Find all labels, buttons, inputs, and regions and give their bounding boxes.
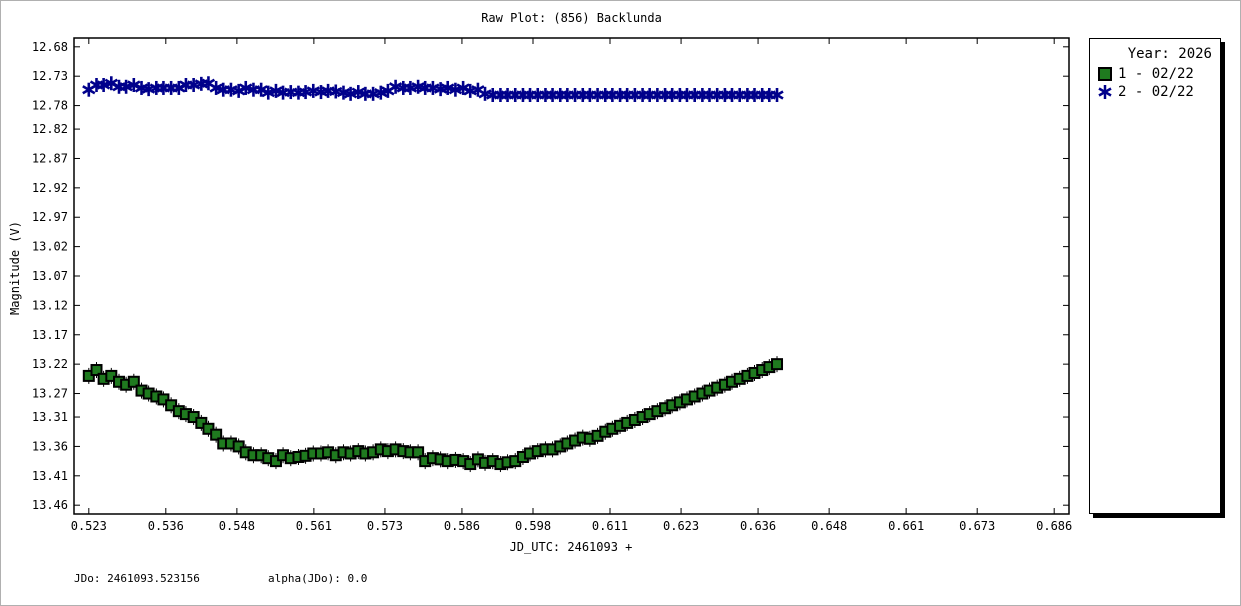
data-point-series-2: [448, 82, 463, 97]
y-tick-label: 13.31: [32, 410, 68, 424]
y-tick-label: 12.82: [32, 122, 68, 136]
x-axis-label: JD_UTC: 2461093 +: [510, 540, 633, 554]
x-tick-label: 0.673: [959, 519, 995, 533]
data-point-series-2: [770, 88, 784, 103]
x-tick-label: 0.661: [888, 519, 924, 533]
y-tick-label: 13.27: [32, 387, 68, 401]
y-tick-label: 12.73: [32, 69, 68, 83]
legend-entry-2-label: 2 - 02/22: [1118, 84, 1194, 100]
x-tick-label: 0.573: [367, 519, 403, 533]
y-tick-label: 13.36: [32, 439, 68, 453]
series-layer: [82, 76, 784, 473]
y-tick-label: 12.68: [32, 40, 68, 54]
data-point-series-2: [119, 79, 133, 94]
y-tick-label: 13.17: [32, 328, 68, 342]
jdo-readout: JDo: 2461093.523156: [74, 572, 200, 585]
y-axis: 12.68 12.73 12.78 12.82 12.87 12.92 12.97 13.02…: [32, 40, 1069, 512]
data-point-series-2: [239, 80, 253, 95]
alpha-readout: alpha(JDo): 0.0: [268, 572, 368, 585]
x-tick-label: 0.686: [1036, 519, 1072, 533]
x-tick-label: 0.561: [296, 519, 332, 533]
data-point-series-1: [127, 375, 140, 388]
square-marker-icon: [1098, 67, 1112, 81]
data-point-series-2: [343, 86, 358, 101]
legend: Year: 2026 1 - 02/22 2 - 02/22: [1089, 38, 1221, 514]
legend-entry-2: 2 - 02/22: [1098, 84, 1194, 100]
y-tick-label: 13.41: [32, 469, 68, 483]
legend-year: Year: 2026: [1127, 46, 1212, 62]
y-tick-label: 13.12: [32, 298, 68, 312]
x-tick-label: 0.536: [148, 519, 184, 533]
data-point-series-2: [261, 85, 275, 100]
x-axis: 0.523 0.536 0.548 0.561 0.573 0.586 0.598 0.611…: [71, 38, 1072, 533]
data-point-series-2: [96, 78, 111, 93]
y-tick-label: 13.46: [32, 498, 68, 512]
x-tick-label: 0.523: [71, 519, 107, 533]
asterisk-marker-icon: [1098, 85, 1112, 99]
legend-entry-1-label: 1 - 02/22: [1118, 66, 1194, 82]
chart-title: Raw Plot: (856) Backlunda: [481, 11, 662, 25]
data-point-series-1: [210, 428, 223, 441]
y-tick-label: 13.07: [32, 269, 68, 283]
data-point-series-2: [127, 78, 141, 93]
y-axis-label: Magnitude (V): [8, 221, 22, 315]
x-tick-label: 0.598: [515, 519, 551, 533]
y-tick-label: 13.22: [32, 357, 68, 371]
x-tick-label: 0.548: [219, 519, 255, 533]
x-tick-label: 0.611: [592, 519, 628, 533]
y-tick-label: 12.78: [32, 99, 68, 113]
y-tick-label: 12.97: [32, 210, 68, 224]
x-tick-label: 0.623: [663, 519, 699, 533]
data-point-series-1: [412, 446, 425, 459]
legend-entry-1: 1 - 02/22: [1098, 66, 1194, 82]
data-point-series-1: [90, 364, 103, 377]
y-tick-label: 13.02: [32, 240, 68, 254]
x-tick-label: 0.586: [444, 519, 480, 533]
y-tick-label: 12.92: [32, 181, 68, 195]
data-point-series-2: [441, 80, 455, 95]
x-tick-label: 0.648: [811, 519, 847, 533]
y-tick-label: 12.87: [32, 151, 68, 165]
x-tick-label: 0.636: [740, 519, 776, 533]
data-point-series-1: [771, 358, 784, 371]
